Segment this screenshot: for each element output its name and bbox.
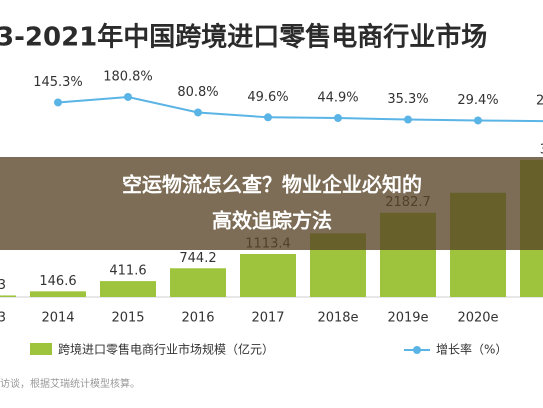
data-label: 80.8%: [177, 85, 218, 100]
data-label: 145.3%: [33, 75, 83, 90]
data-label: 35: [540, 142, 543, 157]
data-label: 411.6: [109, 264, 146, 279]
x-tick-label: 2016: [181, 311, 214, 326]
legend-swatch: [30, 343, 52, 355]
x-tick-label: 3: [0, 311, 6, 326]
x-tick-label: 2014: [41, 311, 74, 326]
x-tick-label: 2020e: [457, 311, 498, 326]
legend-label: 增长率（%）: [436, 342, 507, 357]
x-tick-label: 2018e: [317, 311, 358, 326]
data-label: 49.6%: [247, 90, 288, 105]
growth-dot: [194, 108, 202, 117]
growth-dot: [264, 113, 272, 122]
data-label: 3: [0, 278, 6, 293]
bar: [170, 268, 226, 297]
data-label: 146.6: [39, 274, 76, 289]
bar: [0, 295, 16, 297]
data-label: 29.4%: [457, 93, 498, 108]
growth-dot: [404, 115, 412, 124]
x-tick-label: 2019e: [387, 311, 428, 326]
bar: [240, 254, 296, 297]
data-label: 2: [536, 94, 543, 109]
growth-line: [57, 95, 543, 123]
overlay-band: [0, 157, 543, 250]
growth-dot: [474, 116, 482, 125]
chart-title: 3-2021年中国跨境进口零售电商行业市场: [0, 22, 487, 53]
x-tick-label: 2017: [251, 311, 284, 326]
overlay-title: 高效追踪方法: [212, 209, 332, 233]
data-label: 180.8%: [103, 69, 153, 84]
bar: [30, 291, 86, 297]
growth-dot: [334, 114, 342, 123]
overlay-title: 空运物流怎么查？物业企业必知的: [122, 173, 422, 197]
source-note: 访谈，根据艾瑞统计模型核算。: [0, 377, 140, 390]
bar: [100, 281, 156, 297]
legend-label: 跨境进口零售电商行业市场规模（亿元）: [58, 342, 274, 357]
data-label: 44.9%: [317, 91, 358, 106]
growth-dot: [54, 98, 62, 107]
data-label: 744.2: [179, 251, 216, 266]
legend-dot: [413, 346, 421, 354]
growth-dot: [124, 92, 132, 101]
data-label: 35.3%: [387, 92, 428, 107]
x-tick-label: 2015: [111, 311, 144, 326]
